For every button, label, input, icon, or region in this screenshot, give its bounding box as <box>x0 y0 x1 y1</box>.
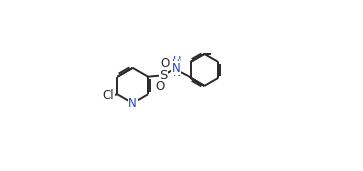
Text: H: H <box>172 59 180 69</box>
Text: N: N <box>129 97 137 110</box>
Text: O: O <box>155 80 164 93</box>
Text: Cl: Cl <box>103 89 114 102</box>
Text: N: N <box>172 62 181 75</box>
Text: S: S <box>159 69 168 82</box>
Text: O: O <box>160 57 170 70</box>
Text: H
N: H N <box>172 56 181 78</box>
